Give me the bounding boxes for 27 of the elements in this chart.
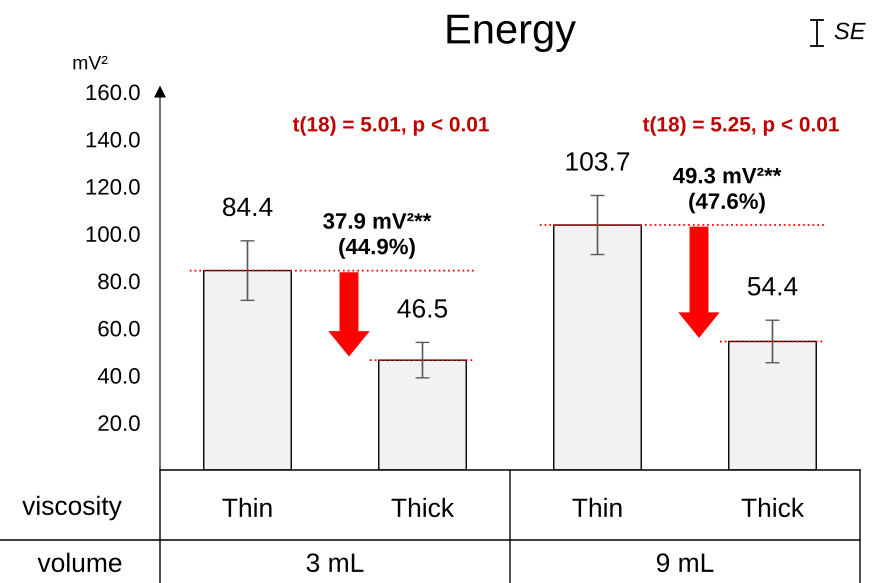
y-tick-label: 100.0 [86,226,140,242]
text: volume [38,552,122,572]
text: 9 mL [656,553,714,572]
x-tick-label: Thick [742,498,804,518]
x-tick-label: Thin [222,498,272,517]
y-tick-label: 40.0 [98,368,140,384]
text: SE [834,22,866,40]
y-tick-label: 160.0 [86,84,140,100]
chart-title: Energy [447,14,576,52]
data-label: 54.4 [748,277,798,296]
annotation: t(18) = 5.25, p < 0.01 [642,116,839,136]
y-tick-label: 80.0 [98,274,140,290]
y-tick-label: 140.0 [86,132,140,148]
annotation: 37.9 mV²** (44.9%) [323,213,432,259]
y-tick-label: 60.0 [98,320,140,337]
annotation: 49.3 mV²** (47.6%) [672,168,782,214]
x-tick-label: Thick [392,498,454,518]
text: viscosity [22,496,122,520]
text: 3 mL [306,553,364,572]
data-label: 103.7 [566,152,630,171]
annotation: t(18) = 5.01, p < 0.01 [292,116,489,136]
data-label: 84.4 [222,197,272,216]
y-tick-label: 20.0 [98,415,140,432]
y-tick-label: 120.0 [86,179,140,195]
data-label: 46.5 [397,299,448,318]
y-axis-title: mV² [73,56,108,70]
x-tick-label: Thin [572,498,622,517]
